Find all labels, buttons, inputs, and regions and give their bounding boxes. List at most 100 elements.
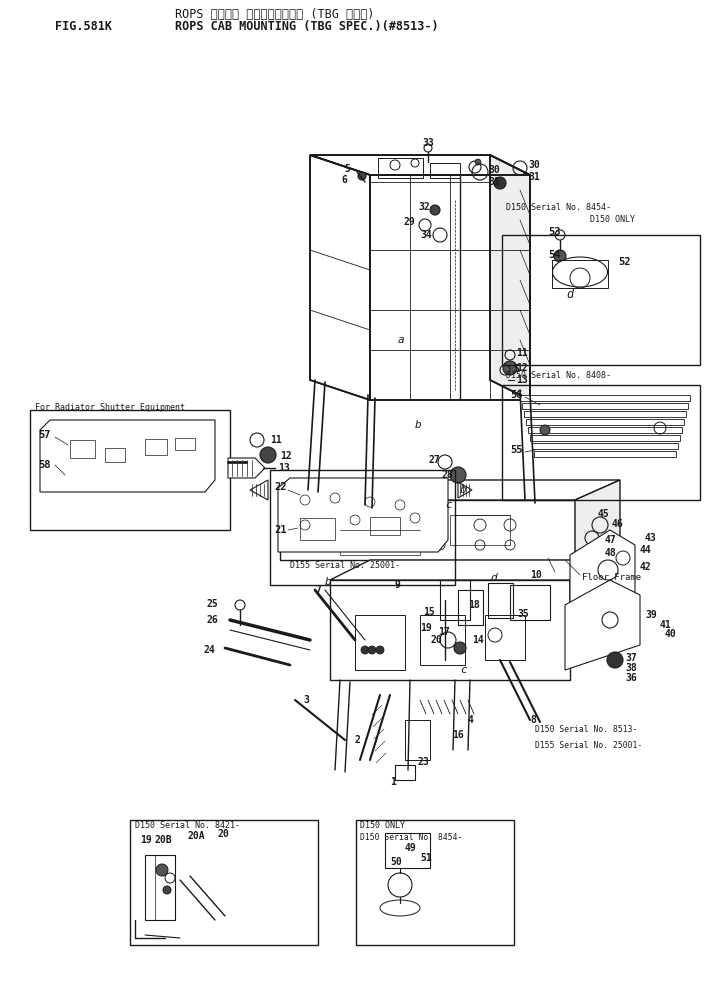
Text: 38: 38 (625, 663, 637, 673)
Polygon shape (565, 580, 640, 670)
Circle shape (503, 361, 517, 375)
Text: 35: 35 (517, 609, 529, 619)
Text: 20A: 20A (188, 831, 206, 841)
Text: 43: 43 (645, 533, 657, 543)
Text: d: d (490, 573, 497, 583)
Text: 33: 33 (422, 138, 434, 148)
Circle shape (368, 646, 376, 654)
Bar (440, 580, 470, 620)
Circle shape (358, 172, 366, 180)
Text: 41: 41 (660, 620, 672, 630)
Text: 26: 26 (206, 615, 218, 625)
Text: 31: 31 (528, 172, 539, 182)
Circle shape (494, 177, 506, 189)
Text: 36: 36 (625, 673, 637, 683)
Text: 20: 20 (218, 829, 230, 839)
Text: D150 Serial No. 8513-: D150 Serial No. 8513- (535, 726, 637, 735)
Text: 20: 20 (430, 635, 442, 645)
Bar (30, 410, 230, 530)
Circle shape (260, 447, 276, 463)
Text: 14: 14 (472, 635, 484, 645)
Bar (105, 448, 125, 462)
Text: 19: 19 (420, 623, 432, 633)
Text: 13: 13 (516, 375, 528, 385)
Polygon shape (528, 427, 682, 433)
Bar (510, 585, 550, 620)
Text: D150 Serial No. 8454-: D150 Serial No. 8454- (360, 833, 463, 842)
Text: c: c (460, 665, 467, 675)
Text: 13: 13 (278, 463, 290, 473)
Polygon shape (526, 419, 684, 425)
Circle shape (540, 425, 550, 435)
Bar (385, 833, 430, 868)
Circle shape (430, 205, 440, 215)
Polygon shape (532, 443, 678, 449)
Text: b: b (415, 420, 422, 430)
Bar (355, 615, 405, 670)
Text: 23: 23 (418, 757, 430, 767)
Text: ROPS キャブ゚ マウンティンク゚ (TBG シヨウ): ROPS キャブ゚ マウンティンク゚ (TBG シヨウ) (175, 8, 375, 21)
Bar (502, 235, 700, 365)
Text: 46: 46 (612, 519, 624, 529)
Text: 16: 16 (452, 730, 464, 740)
Circle shape (582, 547, 598, 563)
Polygon shape (40, 420, 215, 492)
Text: Floor Frame: Floor Frame (582, 574, 641, 583)
Circle shape (361, 646, 369, 654)
Text: 42: 42 (640, 562, 652, 572)
Text: 25: 25 (206, 599, 218, 609)
Polygon shape (570, 530, 635, 630)
Text: 3: 3 (303, 695, 309, 705)
Text: b: b (460, 485, 467, 495)
Text: 29: 29 (403, 217, 415, 227)
Circle shape (475, 159, 481, 165)
Text: 50: 50 (390, 857, 402, 867)
Bar (488, 583, 513, 618)
Text: 10: 10 (530, 570, 542, 580)
Bar (145, 439, 167, 455)
Text: 45: 45 (598, 509, 610, 519)
Text: D150 ONLY: D150 ONLY (590, 215, 635, 224)
Bar (450, 515, 510, 545)
Bar (502, 385, 700, 500)
Bar (356, 820, 514, 945)
Text: 5: 5 (344, 164, 350, 174)
Circle shape (376, 646, 384, 654)
Text: 12: 12 (280, 451, 291, 461)
Text: 6: 6 (341, 175, 347, 185)
Text: 1: 1 (390, 777, 396, 787)
Bar (300, 518, 335, 540)
Bar (340, 515, 420, 555)
Bar (175, 438, 195, 450)
Text: c: c (445, 500, 452, 510)
Text: 20B: 20B (155, 835, 173, 845)
Text: 15: 15 (423, 607, 435, 617)
Text: 18: 18 (468, 600, 480, 610)
Text: 7: 7 (315, 585, 321, 595)
Circle shape (554, 250, 566, 262)
Polygon shape (524, 411, 686, 417)
Text: 24: 24 (203, 645, 215, 655)
Bar (130, 820, 318, 945)
Text: 30: 30 (488, 165, 500, 175)
Ellipse shape (380, 900, 420, 916)
Text: 44: 44 (640, 545, 652, 555)
Text: 47: 47 (605, 535, 617, 545)
Text: D155 Serial No. 25001-: D155 Serial No. 25001- (290, 560, 400, 570)
Text: 34: 34 (420, 230, 432, 240)
Text: 12: 12 (516, 363, 528, 373)
Text: 2: 2 (355, 735, 361, 745)
Polygon shape (534, 451, 676, 457)
Bar (378, 158, 423, 178)
Polygon shape (570, 560, 610, 660)
Polygon shape (520, 395, 690, 401)
Bar (552, 260, 608, 288)
Bar (430, 163, 460, 178)
Text: 21: 21 (274, 525, 286, 535)
Bar (370, 517, 400, 535)
Text: For Radiator Shutter Equipment: For Radiator Shutter Equipment (35, 403, 185, 412)
Text: 19: 19 (140, 835, 152, 845)
Text: 9: 9 (395, 580, 401, 590)
Text: FIG.581K: FIG.581K (55, 20, 112, 33)
Text: 22: 22 (274, 482, 286, 492)
